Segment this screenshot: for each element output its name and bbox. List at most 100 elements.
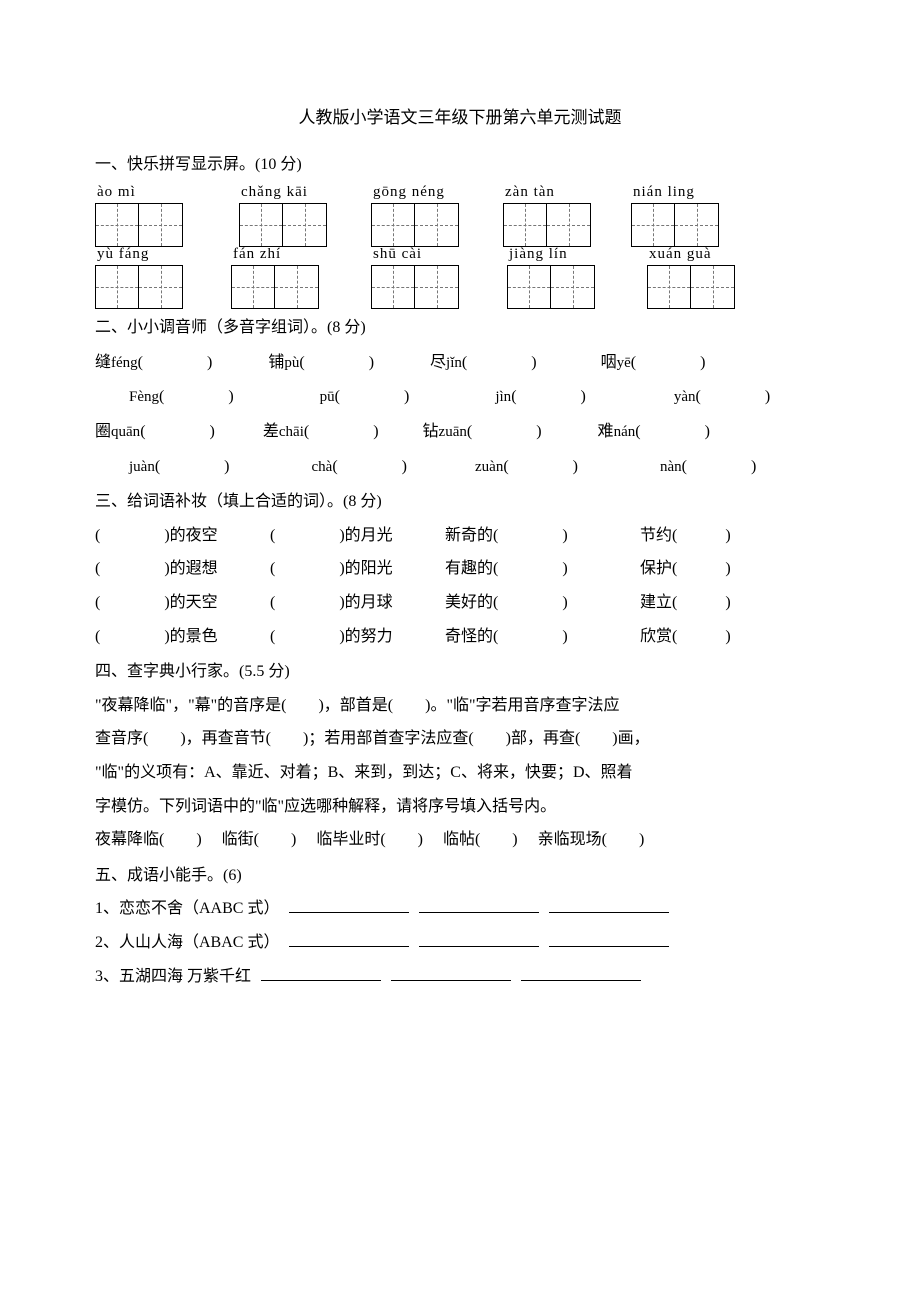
char-box[interactable] <box>371 203 415 247</box>
fill-item[interactable]: ( )的夜空 <box>95 519 270 553</box>
pinyin-text: zuān <box>439 417 467 449</box>
answer-blank[interactable]: ( ) <box>631 346 706 380</box>
char-box-pair <box>647 265 735 309</box>
answer-underline[interactable] <box>289 897 409 913</box>
answer-blank[interactable]: ( ) <box>299 346 374 380</box>
char-box[interactable] <box>503 203 547 247</box>
pinyin-group: xuán guà <box>647 245 735 309</box>
answer-blank[interactable]: ( ) <box>635 415 710 449</box>
pinyin-text: Fèng <box>129 382 159 414</box>
fill-item[interactable]: 欣赏( ) <box>640 620 780 654</box>
answer-blank[interactable]: ( ) <box>335 380 410 414</box>
char-box[interactable] <box>675 203 719 247</box>
pinyin-label: zàn tàn <box>503 183 555 203</box>
char-box[interactable] <box>415 265 459 309</box>
char-box[interactable] <box>631 203 675 247</box>
answer-blank[interactable]: ( ) <box>304 415 379 449</box>
fill-item[interactable]: ( )的天空 <box>95 586 270 620</box>
answer-blank[interactable]: ( ) <box>138 346 213 380</box>
polyphone-item: 咽 yē ( ) <box>601 346 706 380</box>
char-box[interactable] <box>547 203 591 247</box>
char-box[interactable] <box>95 203 139 247</box>
fill-item[interactable]: ( )的阳光 <box>270 552 445 586</box>
answer-blank[interactable]: ( ) <box>696 380 771 414</box>
char-box-pair <box>503 203 591 247</box>
pinyin-label: ào mì <box>95 183 136 203</box>
char-box[interactable] <box>507 265 551 309</box>
answer-blank[interactable]: ( ) <box>140 415 215 449</box>
polyphone-item: 钻 zuān ( ) <box>423 415 542 449</box>
char-box[interactable] <box>139 203 183 247</box>
fill-item[interactable]: ( )的努力 <box>270 620 445 654</box>
answer-underline[interactable] <box>261 965 381 981</box>
fill-item[interactable]: 奇怪的( ) <box>445 620 640 654</box>
pinyin-text: pū <box>320 382 335 414</box>
hanzi-char: 钻 <box>423 415 439 449</box>
idiom-label: 2、人山人海（ABAC 式） <box>95 926 279 960</box>
answer-blank[interactable]: ( ) <box>159 380 234 414</box>
polyphone-item: juàn ( ) <box>129 450 230 484</box>
polyphone-item: 铺 pù ( ) <box>268 346 374 380</box>
fill-item[interactable]: 新奇的( ) <box>445 519 640 553</box>
polyphone-item: jìn ( ) <box>495 380 586 414</box>
fill-row: ( )的景色( )的努力奇怪的( )欣赏( ) <box>95 620 825 654</box>
answer-blank[interactable]: ( ) <box>155 450 230 484</box>
answer-blank[interactable]: ( ) <box>467 415 542 449</box>
page-title: 人教版小学语文三年级下册第六单元测试题 <box>95 100 825 136</box>
char-box[interactable] <box>239 203 283 247</box>
fill-item[interactable]: ( )的景色 <box>95 620 270 654</box>
char-box[interactable] <box>283 203 327 247</box>
answer-underline[interactable] <box>549 897 669 913</box>
pinyin-group: ào mì <box>95 183 183 247</box>
polyphone-item: zuàn ( ) <box>475 450 578 484</box>
pinyin-text: féng <box>111 348 138 380</box>
answer-blank[interactable]: ( ) <box>332 450 407 484</box>
polyphone-row: juàn ( )chà ( )zuàn ( )nàn ( ) <box>95 450 825 484</box>
hanzi-char: 铺 <box>268 346 284 380</box>
char-box-pair <box>239 203 327 247</box>
char-box[interactable] <box>275 265 319 309</box>
answer-blank[interactable]: ( ) <box>503 450 578 484</box>
answer-underline[interactable] <box>419 897 539 913</box>
answer-blank[interactable]: ( ) <box>511 380 586 414</box>
fill-item[interactable]: 有趣的( ) <box>445 552 640 586</box>
pinyin-label: chǎng kāi <box>239 183 308 203</box>
fill-item[interactable]: ( )的月球 <box>270 586 445 620</box>
answer-underline[interactable] <box>521 965 641 981</box>
pinyin-label: shū cài <box>371 245 422 265</box>
fill-item[interactable]: 保护( ) <box>640 552 780 586</box>
fill-item[interactable]: 建立( ) <box>640 586 780 620</box>
pinyin-text: jǐn <box>446 348 462 380</box>
char-box-pair <box>371 203 459 247</box>
answer-blank[interactable]: ( ) <box>462 346 537 380</box>
section-5-heading: 五、成语小能手。(6) <box>95 859 825 893</box>
fill-item[interactable]: ( )的月光 <box>270 519 445 553</box>
char-box[interactable] <box>415 203 459 247</box>
answer-underline[interactable] <box>549 931 669 947</box>
pinyin-text: quān <box>111 417 140 449</box>
char-box[interactable] <box>139 265 183 309</box>
pinyin-label: jiàng lín <box>507 245 568 265</box>
char-box[interactable] <box>231 265 275 309</box>
char-box[interactable] <box>551 265 595 309</box>
char-box[interactable] <box>691 265 735 309</box>
idiom-line: 2、人山人海（ABAC 式） <box>95 926 825 960</box>
fill-item[interactable]: 美好的( ) <box>445 586 640 620</box>
char-box-pair <box>507 265 595 309</box>
char-box[interactable] <box>371 265 415 309</box>
char-box[interactable] <box>647 265 691 309</box>
section-5-body: 1、恋恋不舍（AABC 式）2、人山人海（ABAC 式）3、五湖四海 万紫千红 <box>95 892 825 993</box>
section-3-body: ( )的夜空( )的月光新奇的( )节约( ) ( )的遐想( )的阳光有趣的( … <box>95 519 825 653</box>
pinyin-row-1: ào mìchǎng kāigōng néngzàn tànnián ling <box>95 183 825 247</box>
answer-blank[interactable]: ( ) <box>682 450 757 484</box>
char-box[interactable] <box>95 265 139 309</box>
fill-item[interactable]: 节约( ) <box>640 519 780 553</box>
pinyin-text: yàn <box>674 382 696 414</box>
answer-underline[interactable] <box>289 931 409 947</box>
answer-underline[interactable] <box>419 931 539 947</box>
char-box-pair <box>231 265 319 309</box>
answer-underline[interactable] <box>391 965 511 981</box>
polyphone-item: 圈 quān ( ) <box>95 415 215 449</box>
fill-item[interactable]: ( )的遐想 <box>95 552 270 586</box>
pinyin-group: jiàng lín <box>507 245 595 309</box>
